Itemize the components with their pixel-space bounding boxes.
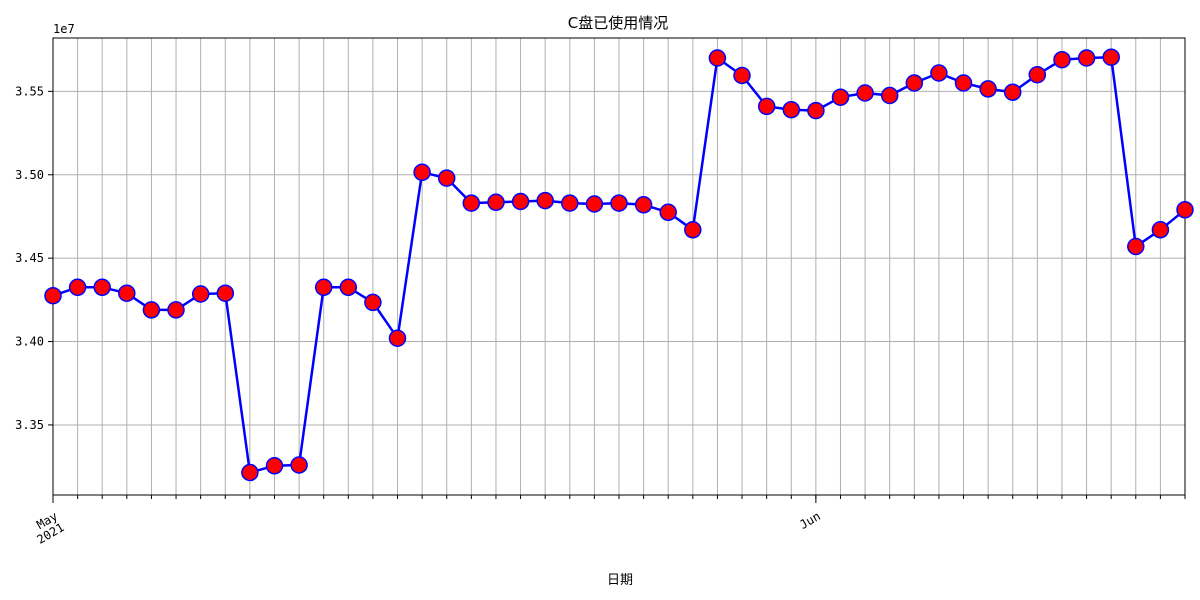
- data-point: [388, 329, 407, 347]
- data-point: [413, 163, 431, 182]
- data-point: [1077, 49, 1096, 67]
- data-point: [1003, 83, 1022, 101]
- data-point: [733, 66, 751, 85]
- data-point: [634, 196, 653, 214]
- data-point: [1127, 237, 1145, 256]
- data-point: [954, 74, 973, 92]
- data-point: [265, 457, 284, 475]
- data-point: [782, 100, 801, 119]
- data-point: [44, 286, 62, 305]
- data-point: [684, 221, 702, 239]
- data-point: [68, 278, 87, 297]
- grid: [52, 38, 1186, 495]
- data-point: [118, 284, 136, 302]
- data-point: [364, 293, 382, 312]
- series-markers: [44, 48, 1194, 482]
- y-offset-text: 1e7: [53, 22, 75, 36]
- data-point: [1028, 65, 1047, 84]
- data-point: [191, 285, 210, 303]
- data-point: [216, 284, 235, 302]
- data-point: [511, 192, 530, 211]
- data-point: [167, 301, 185, 319]
- data-point: [314, 278, 333, 297]
- y-tick-label: 3.40: [15, 335, 44, 349]
- chart-title: C盘已使用情况: [568, 14, 668, 32]
- y-tick-label: 3.45: [15, 251, 44, 265]
- data-point: [757, 97, 776, 116]
- data-point: [585, 195, 604, 213]
- data-point: [930, 64, 948, 82]
- data-point: [142, 301, 161, 319]
- y-tick-label: 3.55: [15, 84, 44, 98]
- data-point: [241, 463, 259, 482]
- data-point: [880, 86, 899, 105]
- y-tick-label: 3.35: [15, 418, 44, 432]
- data-point: [856, 84, 874, 102]
- data-point: [610, 194, 628, 212]
- data-point: [659, 203, 677, 222]
- data-point: [487, 193, 505, 212]
- data-point: [561, 194, 579, 212]
- data-point: [807, 101, 825, 120]
- x-tick-label: Jun: [797, 509, 823, 532]
- data-point: [708, 49, 727, 67]
- data-point: [1102, 48, 1120, 66]
- data-point: [339, 278, 358, 297]
- data-point: [93, 278, 111, 297]
- data-point: [905, 74, 924, 92]
- y-tick-label: 3.50: [15, 168, 44, 182]
- data-point: [831, 88, 850, 106]
- data-point: [1151, 221, 1170, 239]
- x-axis-label: 日期: [607, 573, 633, 588]
- data-point: [437, 169, 456, 187]
- data-point: [1176, 201, 1194, 219]
- data-point: [290, 456, 308, 474]
- data-point: [1053, 50, 1071, 69]
- x-tick-label-group: Jun: [797, 509, 823, 532]
- y-axis-ticks: 3.35 3.40 3.45 3.50 3.55: [15, 84, 53, 432]
- data-point: [979, 80, 997, 98]
- data-point: [536, 191, 554, 210]
- data-point: [462, 194, 481, 212]
